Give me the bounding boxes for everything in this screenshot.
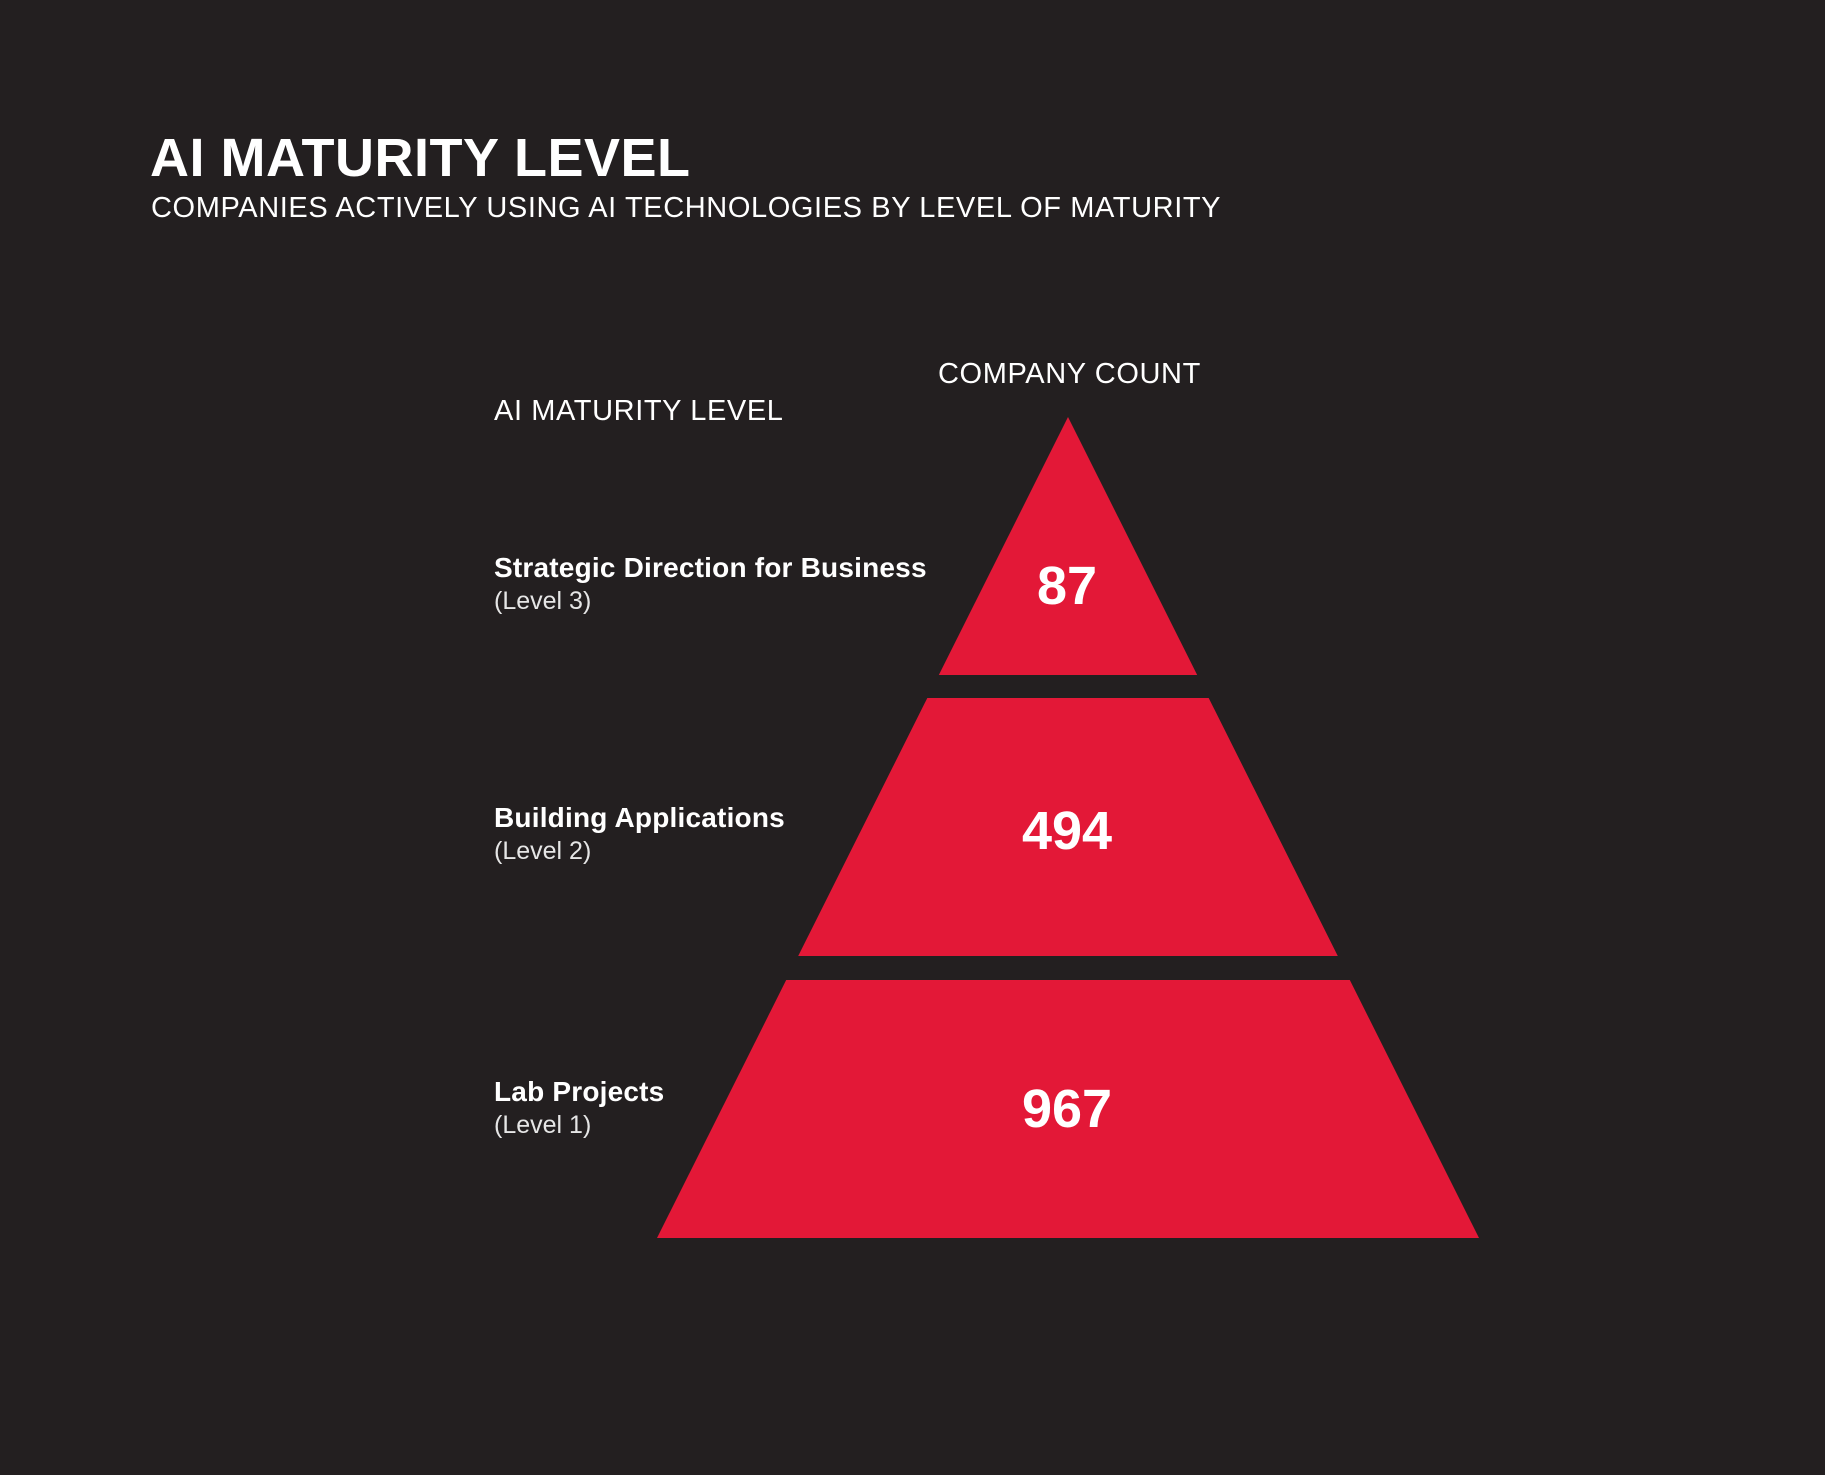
level-label-level-3: Strategic Direction for Business (Level … <box>494 551 927 617</box>
page-title: AI MATURITY LEVEL <box>150 128 691 188</box>
company-count-value: 87 <box>1037 556 1097 616</box>
level-label-level-1: Lab Projects (Level 1) <box>494 1075 664 1141</box>
level-sublabel: (Level 3) <box>494 587 592 615</box>
level-label-level-2: Building Applications (Level 2) <box>494 801 785 867</box>
level-name: Building Applications <box>494 802 785 833</box>
company-count-header: COMPANY COUNT <box>938 358 1201 390</box>
pyramid-segment-level-2 <box>798 698 1338 956</box>
maturity-level-header: AI MATURITY LEVEL <box>494 395 784 427</box>
company-count-value: 494 <box>1022 801 1112 861</box>
page-subtitle: COMPANIES ACTIVELY USING AI TECHNOLOGIES… <box>151 192 1222 224</box>
level-sublabel: (Level 1) <box>494 1111 592 1139</box>
pyramid-segment-level-1 <box>657 980 1479 1238</box>
company-count-value: 967 <box>1022 1079 1112 1139</box>
level-name: Lab Projects <box>494 1076 665 1107</box>
level-sublabel: (Level 2) <box>494 837 592 865</box>
level-name: Strategic Direction for Business <box>494 552 927 583</box>
pyramid-segment-level-3 <box>938 417 1198 675</box>
